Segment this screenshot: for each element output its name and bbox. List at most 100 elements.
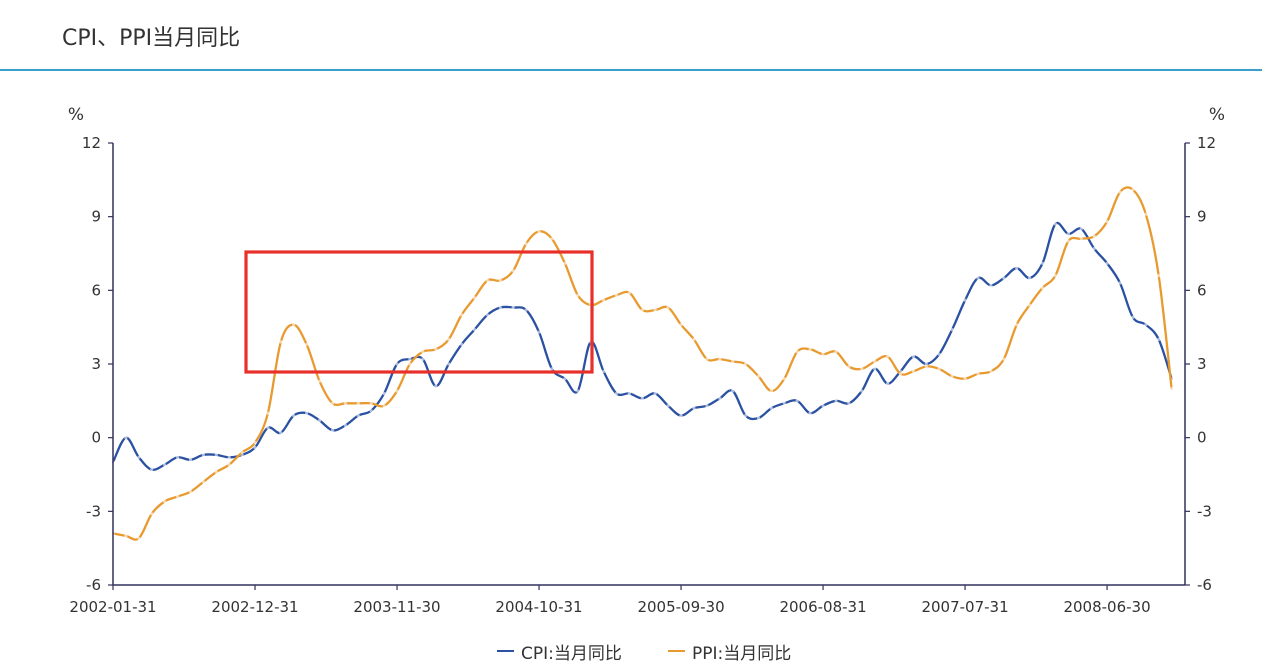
ppi-point — [1040, 286, 1045, 290]
ppi-point — [1170, 387, 1174, 391]
cpi-point — [537, 330, 541, 334]
cpi-point — [356, 414, 360, 418]
cpi-point — [692, 406, 696, 410]
cpi-point — [576, 389, 580, 393]
cpi-point — [485, 313, 489, 317]
ppi-point — [782, 377, 786, 381]
ppi-point — [421, 350, 425, 354]
y-tick-label-right: 9 — [1197, 208, 1207, 226]
cpi-point — [382, 391, 386, 396]
cpi-point — [847, 401, 851, 405]
cpi-point — [279, 431, 283, 435]
ppi-point — [1105, 220, 1109, 224]
ppi-point — [460, 313, 464, 317]
ppi-point — [137, 536, 141, 540]
legend-label-ppi: PPI:当月同比 — [692, 643, 792, 664]
ppi-point — [795, 350, 799, 354]
cpi-point — [188, 458, 193, 462]
x-tick-label: 2002-12-31 — [211, 598, 298, 616]
cpi-point — [227, 455, 231, 459]
cpi-point — [1157, 337, 1161, 341]
ppi-point — [976, 372, 980, 376]
ppi-point — [860, 367, 864, 371]
cpi-point — [808, 411, 812, 415]
ppi-point — [124, 534, 128, 538]
cpi-point — [834, 399, 838, 403]
ppi-point — [485, 278, 489, 283]
y-tick-label-left: 0 — [91, 429, 101, 447]
cpi-point — [524, 308, 528, 312]
cpi-point — [731, 389, 735, 393]
ppi-point — [408, 362, 412, 366]
cpi-point — [163, 463, 167, 467]
cpi-point — [369, 409, 373, 413]
cpi-point — [963, 298, 967, 302]
ppi-point — [666, 305, 670, 310]
series-layer — [111, 186, 1174, 541]
ppi-point — [602, 298, 606, 302]
ppi-point — [434, 347, 438, 351]
ppi-point — [511, 269, 515, 273]
cpi-point — [1092, 247, 1096, 251]
ppi-point — [614, 293, 619, 297]
axis-ticks: 12 12 9 9 6 6 3 3 0 0 -3 -3 -6 -6 2002-01-31 2002-12-31… — [69, 134, 1216, 616]
cpi-point — [472, 328, 477, 332]
y-tick-label-left: 3 — [91, 355, 101, 373]
cpi-point — [640, 396, 644, 400]
cpi-point — [1131, 315, 1135, 319]
ppi-point — [563, 261, 567, 265]
cpi-point — [137, 455, 141, 459]
cpi-point — [563, 377, 567, 381]
cpi-point — [460, 342, 464, 346]
y-tick-label-right: 12 — [1197, 134, 1216, 152]
ppi-point — [1066, 239, 1070, 243]
ppi-point — [808, 347, 812, 351]
ppi-point — [1015, 323, 1019, 327]
ppi-point — [550, 237, 554, 241]
cpi-point — [1053, 222, 1057, 226]
cpi-point — [511, 305, 515, 310]
ppi-point — [240, 450, 244, 454]
cpi-point — [1118, 281, 1122, 285]
cpi-point — [434, 384, 438, 388]
ppi-point — [1002, 357, 1006, 361]
ppi-point — [1028, 303, 1032, 307]
ppi-point — [718, 357, 722, 361]
ppi-point — [201, 480, 205, 484]
ppi-point — [640, 308, 644, 312]
ppi-point — [769, 389, 774, 393]
cpi-point — [447, 362, 451, 366]
cpi-point — [201, 453, 205, 457]
x-tick-label: 2005-09-30 — [637, 598, 724, 616]
cpi-point — [602, 369, 606, 373]
y-tick-label-left: 12 — [82, 134, 101, 152]
y-tick-label-right: 0 — [1197, 429, 1207, 447]
legend-item-cpi: CPI:当月同比 — [497, 640, 622, 664]
ppi-point — [950, 374, 954, 378]
ppi-point — [163, 499, 167, 504]
ppi-point — [1118, 190, 1122, 194]
cpi-point — [1105, 261, 1109, 265]
cpi-point — [614, 391, 619, 396]
y-tick-label-left: 9 — [91, 208, 101, 226]
ppi-point — [1144, 212, 1148, 216]
y-tick-label-left: 6 — [91, 281, 101, 299]
cpi-point — [821, 404, 825, 408]
ppi-point — [847, 364, 851, 369]
ppi-point — [447, 337, 451, 341]
cpi-point — [679, 414, 683, 418]
x-tick-label: 2003-11-30 — [353, 598, 440, 616]
ppi-point — [279, 340, 283, 344]
ppi-point — [537, 229, 541, 233]
ppi-point — [731, 359, 735, 364]
ppi-point — [911, 369, 916, 373]
cpi-point — [976, 276, 980, 280]
ppi-point — [253, 441, 257, 445]
ppi-point — [176, 495, 180, 499]
cpi-point — [318, 418, 322, 423]
cpi-point — [950, 328, 954, 332]
cpi-line — [111, 221, 1173, 471]
ppi-point — [330, 401, 335, 405]
x-tick-label: 2007-07-31 — [921, 598, 1008, 616]
